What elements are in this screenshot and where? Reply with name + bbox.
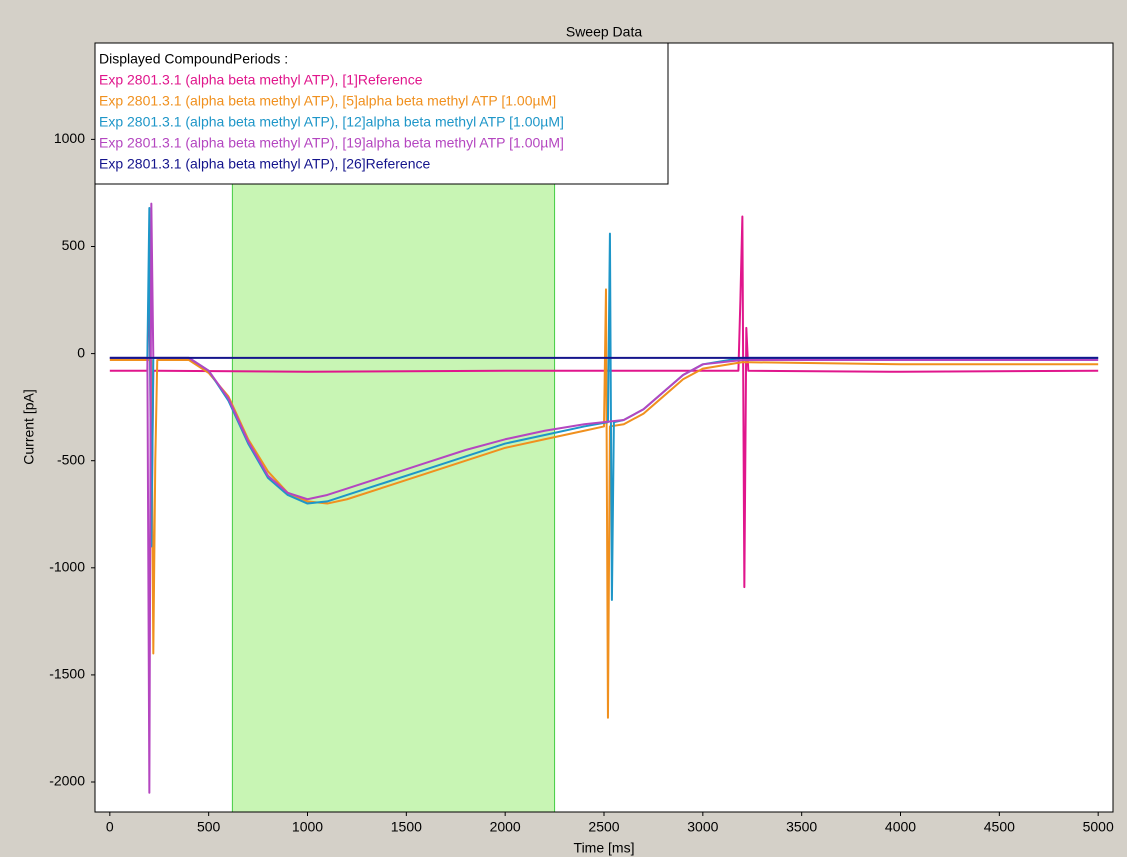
y-tick-label: 0 [77,344,85,360]
x-axis-label: Time [ms] [574,840,635,856]
y-tick-label: -500 [57,451,85,467]
legend-entry: Exp 2801.3.1 (alpha beta methyl ATP), [1… [99,72,423,88]
y-axis-label: Current [pA] [21,389,37,464]
y-tick-label: -2000 [49,773,85,789]
x-tick-label: 5000 [1083,819,1114,835]
chart-title: Sweep Data [566,24,642,40]
y-tick-label: -1500 [49,666,85,682]
y-tick-label: -1000 [49,559,85,575]
legend-entry: Exp 2801.3.1 (alpha beta methyl ATP), [1… [99,114,564,130]
x-tick-label: 3000 [687,819,718,835]
x-tick-label: 1500 [391,819,422,835]
legend-entry: Exp 2801.3.1 (alpha beta methyl ATP), [5… [99,93,556,109]
legend: Displayed CompoundPeriods : Exp 2801.3.1… [94,42,669,185]
x-tick-label: 500 [197,819,221,835]
x-tick-label: 0 [106,819,114,835]
x-tick-label: 2000 [490,819,521,835]
legend-box [94,42,669,185]
x-tick-label: 4500 [984,819,1015,835]
legend-title: Displayed CompoundPeriods : [99,51,288,67]
x-tick-label: 3500 [786,819,817,835]
x-tick-label: 2500 [588,819,619,835]
x-tick-label: 1000 [292,819,323,835]
legend-entry: Exp 2801.3.1 (alpha beta methyl ATP), [2… [99,156,430,172]
x-tick-label: 4000 [885,819,916,835]
series-line [109,288,1099,719]
y-tick-label: 500 [62,237,86,253]
legend-entry: Exp 2801.3.1 (alpha beta methyl ATP), [1… [99,135,564,151]
y-tick-label: 1000 [54,130,85,146]
